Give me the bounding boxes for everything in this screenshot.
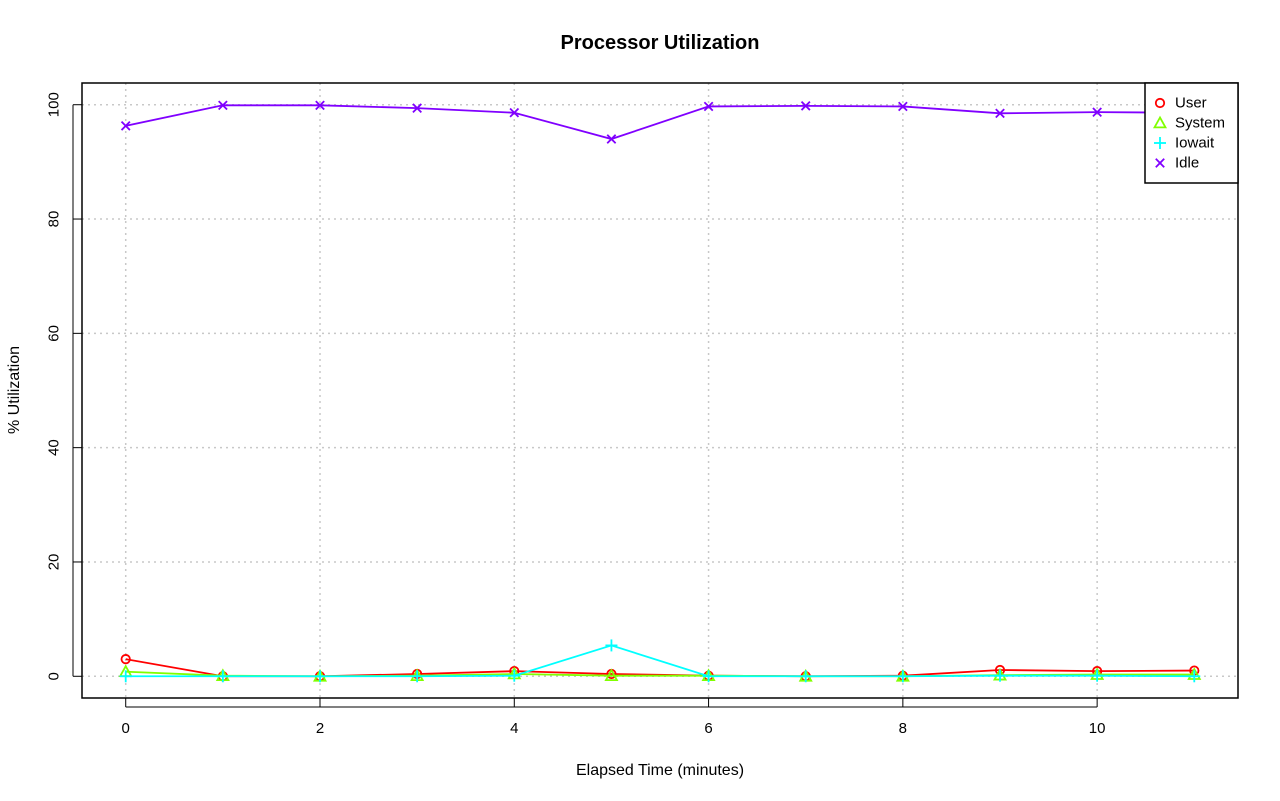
chart-title: Processor Utilization [561, 32, 760, 54]
x-tick-label: 6 [704, 720, 712, 737]
legend-label-user: User [1175, 95, 1207, 112]
series-system [118, 664, 1202, 682]
grid [82, 83, 1238, 698]
data-point-idle [315, 100, 325, 111]
data-point-iowait [702, 670, 715, 683]
data-point-system [604, 668, 619, 682]
legend-label-system: System [1175, 115, 1225, 132]
x-tick-label: 2 [316, 720, 324, 737]
series-iowait [119, 639, 1201, 683]
data-point-iowait [119, 670, 132, 683]
data-point-iowait [1091, 669, 1104, 682]
series-line-idle [125, 104, 1195, 140]
legend: User System Iowait Idle [1144, 82, 1239, 184]
data-point-idle [509, 107, 520, 118]
data-point-iowait [314, 670, 326, 683]
legend-symbol-system [1152, 115, 1168, 129]
data-point-idle [218, 100, 228, 111]
data-point-iowait [508, 669, 521, 682]
data-point-idle [120, 121, 131, 131]
data-point-idle [898, 101, 908, 112]
data-point-iowait [994, 669, 1006, 682]
series-idle [120, 100, 1200, 144]
data-point-iowait [411, 670, 424, 683]
data-point-idle [800, 101, 811, 111]
data-point-iowait [799, 670, 812, 683]
data-point-iowait [605, 639, 618, 652]
y-tick-label: 20 [46, 554, 63, 571]
data-point-user [120, 654, 131, 665]
y-tick-label: 40 [46, 439, 63, 456]
y-tick-label: 80 [46, 211, 63, 228]
series-layer [118, 100, 1202, 683]
x-tick-label: 0 [122, 720, 130, 737]
series-line-iowait [125, 644, 1195, 678]
data-point-idle [995, 108, 1005, 119]
y-axis-label: % Utilization [6, 346, 23, 434]
x-tick-label: 10 [1089, 720, 1106, 737]
x-axis-label: Elapsed Time (minutes) [576, 762, 744, 779]
data-point-idle [606, 134, 617, 144]
y-tick-label: 0 [46, 672, 63, 680]
data-point-idle [703, 101, 714, 112]
data-point-iowait [896, 670, 909, 683]
x-tick-label: 4 [510, 720, 518, 737]
legend-symbol-user [1154, 97, 1166, 109]
legend-symbol-iowait [1154, 137, 1166, 149]
y-tick-label: 100 [46, 92, 63, 117]
data-point-iowait [216, 670, 229, 683]
legend-symbol-idle [1155, 158, 1165, 168]
data-point-idle [412, 103, 422, 113]
data-point-idle [1092, 107, 1102, 117]
data-point-iowait [1188, 670, 1201, 683]
y-tick-label: 60 [46, 325, 63, 342]
legend-label-iowait: Iowait [1175, 135, 1215, 152]
plot-frame [81, 82, 1239, 699]
x-tick-label: 8 [899, 720, 907, 737]
legend-label-idle: Idle [1175, 155, 1199, 172]
